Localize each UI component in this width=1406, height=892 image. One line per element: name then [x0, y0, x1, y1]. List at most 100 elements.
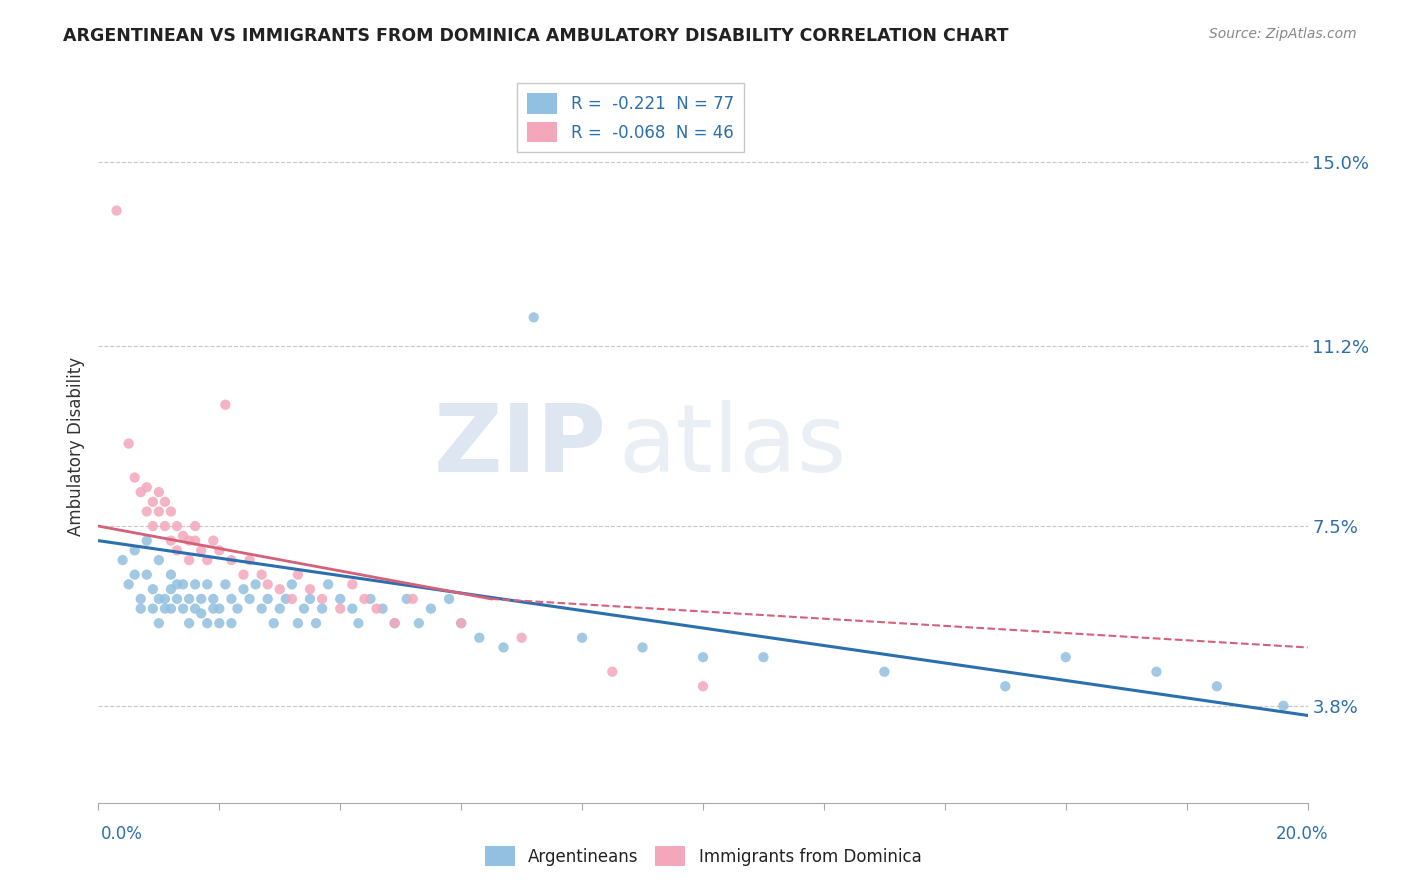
Point [256, 591, 278, 606]
Point [316, 577, 339, 591]
Point [408, 616, 430, 631]
Point [250, 601, 273, 615]
Point [342, 601, 364, 615]
Point [195, 553, 218, 567]
Point [124, 567, 146, 582]
Point [263, 616, 285, 631]
Point [166, 577, 188, 591]
Point [402, 591, 425, 606]
Point [166, 519, 188, 533]
Point [153, 519, 176, 533]
Point [232, 582, 254, 597]
Point [208, 543, 231, 558]
Point [179, 591, 201, 606]
Point [311, 601, 333, 615]
Point [384, 616, 406, 631]
Point [142, 582, 165, 597]
Point [226, 601, 249, 615]
Point [142, 495, 165, 509]
Point [148, 591, 170, 606]
Point [305, 616, 328, 631]
Point [342, 577, 364, 591]
Y-axis label: Ambulatory Disability: Ambulatory Disability [66, 357, 84, 535]
Point [353, 591, 375, 606]
Point [311, 591, 333, 606]
Point [371, 601, 394, 615]
Point [153, 591, 176, 606]
Point [190, 591, 212, 606]
Point [384, 616, 406, 631]
Point [329, 591, 352, 606]
Text: 20.0%: 20.0% [1277, 825, 1329, 843]
Point [437, 591, 460, 606]
Point [184, 577, 207, 591]
Point [153, 601, 176, 615]
Point [160, 582, 183, 597]
Point [274, 591, 297, 606]
Point [202, 591, 225, 606]
Point [179, 616, 201, 631]
Point [129, 485, 152, 500]
Point [292, 601, 315, 615]
Point [195, 616, 218, 631]
Point [135, 480, 157, 494]
Point [148, 504, 170, 518]
Point [692, 650, 714, 665]
Point [148, 485, 170, 500]
Point [135, 533, 157, 548]
Point [347, 616, 370, 631]
Point [329, 601, 352, 615]
Point [190, 543, 212, 558]
Point [118, 436, 141, 450]
Point [184, 519, 207, 533]
Point [221, 616, 243, 631]
Point [118, 577, 141, 591]
Text: atlas: atlas [619, 400, 846, 492]
Point [287, 616, 309, 631]
Point [195, 577, 218, 591]
Point [135, 567, 157, 582]
Point [299, 591, 322, 606]
Point [148, 553, 170, 567]
Point [135, 504, 157, 518]
Point [1144, 665, 1167, 679]
Point [142, 519, 165, 533]
Point [221, 591, 243, 606]
Legend: Argentineans, Immigrants from Dominica: Argentineans, Immigrants from Dominica [478, 839, 928, 873]
Point [172, 577, 194, 591]
Point [631, 640, 654, 655]
Point [129, 601, 152, 615]
Point [692, 679, 714, 693]
Point [994, 679, 1017, 693]
Point [360, 591, 382, 606]
Text: 0.0%: 0.0% [101, 825, 143, 843]
Point [160, 567, 183, 582]
Point [148, 616, 170, 631]
Point [124, 470, 146, 484]
Point [492, 640, 515, 655]
Point [571, 631, 593, 645]
Point [245, 577, 267, 591]
Point [160, 533, 183, 548]
Point [873, 665, 896, 679]
Point [299, 582, 322, 597]
Point [190, 607, 212, 621]
Text: Source: ZipAtlas.com: Source: ZipAtlas.com [1209, 27, 1357, 41]
Point [214, 577, 236, 591]
Point [281, 591, 304, 606]
Point [1054, 650, 1077, 665]
Point [221, 553, 243, 567]
Point [111, 553, 134, 567]
Point [105, 203, 128, 218]
Point [523, 310, 546, 325]
Point [450, 616, 472, 631]
Point [366, 601, 388, 615]
Point [184, 533, 207, 548]
Point [752, 650, 775, 665]
Point [1272, 698, 1295, 713]
Point [420, 601, 443, 615]
Point [510, 631, 533, 645]
Point [202, 601, 225, 615]
Point [129, 591, 152, 606]
Point [256, 577, 278, 591]
